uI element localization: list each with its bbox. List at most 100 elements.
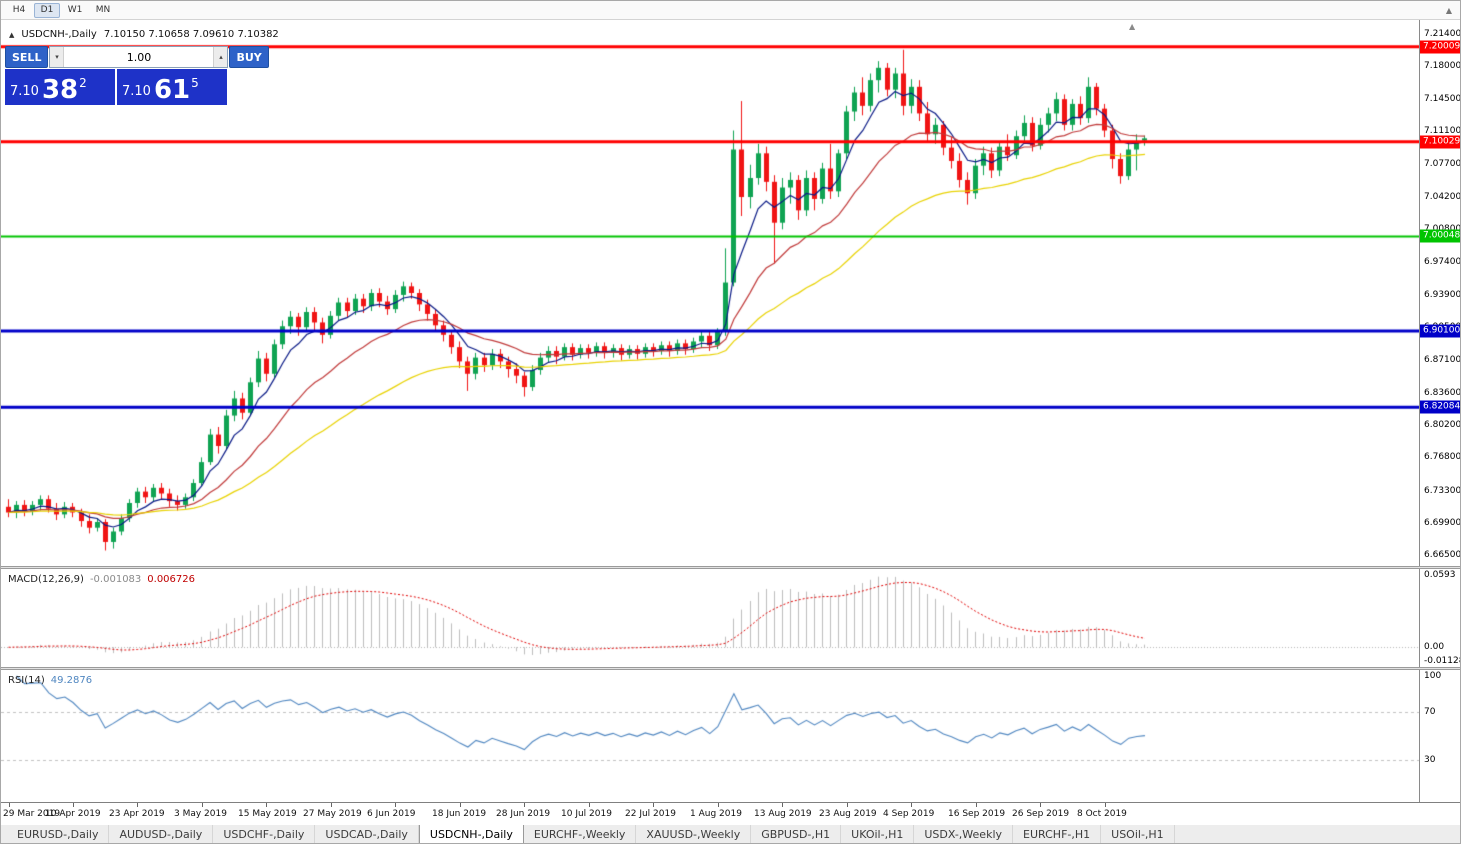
- toolbar-overflow-icon[interactable]: ▲: [1445, 5, 1452, 15]
- volume-control: ▾ ▴: [49, 46, 229, 68]
- price-scale-tick: 7.14500: [1424, 94, 1460, 105]
- timeframe-button-h4[interactable]: H4: [6, 3, 32, 18]
- tab-usdcad-daily[interactable]: USDCAD-,Daily: [315, 825, 419, 843]
- time-axis-label: 8 Oct 2019: [1077, 809, 1127, 819]
- macd-scale-tick: 0.00: [1424, 642, 1445, 653]
- time-axis-label: 4 Sep 2019: [883, 809, 935, 819]
- sell-button[interactable]: SELL: [5, 46, 49, 68]
- sell-price-point: 2: [79, 76, 87, 90]
- timeframe-button-w1[interactable]: W1: [62, 3, 88, 18]
- price-scale-tick: 7.07700: [1424, 158, 1460, 169]
- price-scale-tick: 6.80200: [1424, 420, 1460, 431]
- time-axis-label: 23 Apr 2019: [109, 809, 165, 819]
- price-scale-tick: 6.83600: [1424, 387, 1460, 398]
- macd-panel: 0.0593 0.00 -0.011289 MACD(12,26,9) -0.001…: [1, 569, 1460, 667]
- price-scale-tick: 6.87100: [1424, 354, 1460, 365]
- macd-chart-canvas[interactable]: [1, 569, 1420, 667]
- time-axis-tick: [395, 803, 396, 807]
- price-scale-tick: 6.97400: [1424, 256, 1460, 267]
- tab-xauusd-weekly[interactable]: XAUUSD-,Weekly: [636, 825, 752, 843]
- time-axis-tick: [202, 803, 203, 807]
- price-chart-canvas[interactable]: [1, 20, 1420, 566]
- tab-eurchf-weekly[interactable]: EURCHF-,Weekly: [524, 825, 637, 843]
- one-click-panel-toggle-icon[interactable]: ▲: [9, 30, 15, 39]
- sell-price-base: 7.10: [10, 84, 39, 99]
- price-scale-tick: 7.00800: [1424, 224, 1460, 234]
- timeframe-button-mn[interactable]: MN: [90, 3, 116, 18]
- price-line-badge: 6.90100: [1420, 324, 1460, 338]
- time-axis-tick: [1105, 803, 1106, 807]
- time-axis-label: 10 Jul 2019: [561, 809, 612, 819]
- time-axis-label: 13 Aug 2019: [754, 809, 812, 819]
- price-scale-tick: 7.21400: [1424, 28, 1460, 39]
- buy-price-display[interactable]: 7.10 61 5: [117, 69, 227, 105]
- tab-usdx-weekly[interactable]: USDX-,Weekly: [914, 825, 1014, 843]
- rsi-indicator-label: RSI(14) 49.2876: [8, 675, 92, 686]
- chart-title: ▲ USDCNH-,Daily 7.10150 7.10658 7.09610 …: [9, 29, 279, 40]
- price-scale-tick: 7.04200: [1424, 192, 1460, 203]
- time-axis-label: 16 Sep 2019: [948, 809, 1006, 819]
- tab-gbpusd-h1[interactable]: GBPUSD-,H1: [751, 825, 842, 843]
- time-axis-label: 15 May 2019: [238, 809, 297, 819]
- time-axis-tick: [331, 803, 332, 807]
- volume-input[interactable]: [64, 47, 214, 67]
- buy-button[interactable]: BUY: [229, 46, 269, 68]
- one-click-trading-panel: SELL ▾ ▴ BUY 7.10 38 2 7.10: [5, 46, 269, 105]
- tab-ukoil-h1[interactable]: UKOil-,H1: [841, 825, 915, 843]
- price-line-badge: 7.00048: [1420, 229, 1460, 243]
- time-axis-tick: [589, 803, 590, 807]
- rsi-panel: 100 70 30 RSI(14) 49.2876: [1, 670, 1460, 802]
- chart-window: 7.21400 7.18000 7.14500 7.11100 7.07700 7.042…: [1, 20, 1460, 825]
- timeframe-group: H4 D1 W1 MN: [6, 2, 118, 18]
- rsi-chart-canvas[interactable]: [1, 670, 1420, 802]
- tab-eurchf-h1[interactable]: EURCHF-,H1: [1013, 825, 1102, 843]
- buy-price-pips: 61: [153, 75, 191, 105]
- tab-usoil-h1[interactable]: USOil-,H1: [1101, 825, 1175, 843]
- time-axis-tick: [524, 803, 525, 807]
- time-axis-tick: [976, 803, 977, 807]
- time-axis-tick: [782, 803, 783, 807]
- price-line-badge: 6.82084: [1420, 400, 1460, 414]
- time-axis-label: 26 Sep 2019: [1012, 809, 1070, 819]
- time-axis-label: 27 May 2019: [303, 809, 362, 819]
- chart-symbol-label: USDCNH-,Daily: [21, 29, 97, 40]
- time-axis-label: 1 Aug 2019: [690, 809, 742, 819]
- panel-splitter-rsi[interactable]: [1, 667, 1460, 670]
- sell-price-display[interactable]: 7.10 38 2: [5, 69, 115, 105]
- timeframe-button-d1[interactable]: D1: [34, 2, 60, 18]
- tab-eurusd-daily[interactable]: EURUSD-,Daily: [7, 825, 110, 843]
- price-scale-tick: 7.11100: [1424, 126, 1460, 137]
- sell-price-pips: 38: [41, 75, 79, 105]
- tab-usdchf-daily[interactable]: USDCHF-,Daily: [213, 825, 316, 843]
- time-axis-tick: [911, 803, 912, 807]
- chart-shift-marker-icon: ▲: [1129, 22, 1136, 31]
- chart-ohlc-values: 7.10150 7.10658 7.09610 7.10382: [103, 29, 279, 40]
- time-axis-tick: [718, 803, 719, 807]
- panel-splitter-macd[interactable]: [1, 566, 1460, 569]
- macd-name: MACD(12,26,9): [8, 574, 84, 585]
- time-axis-label: 6 Jun 2019: [367, 809, 416, 819]
- price-scale-tick: 6.66500: [1424, 550, 1460, 561]
- volume-decrease-button[interactable]: ▾: [50, 47, 65, 67]
- tab-usdcnh-daily[interactable]: USDCNH-,Daily: [418, 824, 524, 843]
- time-axis[interactable]: 29 Mar 2019 10 Apr 2019 23 Apr 2019 3 May 2…: [1, 802, 1460, 825]
- price-scale-tick: 6.93900: [1424, 289, 1460, 300]
- volume-increase-button[interactable]: ▴: [213, 47, 228, 67]
- time-axis-tick: [9, 803, 10, 807]
- buy-price-base: 7.10: [122, 84, 151, 99]
- macd-scale[interactable]: 0.0593 0.00 -0.011289: [1419, 569, 1460, 667]
- time-axis-tick: [1040, 803, 1041, 807]
- rsi-scale-tick: 30: [1424, 755, 1436, 765]
- time-axis-label: 22 Jul 2019: [625, 809, 676, 819]
- tab-audusd-daily[interactable]: AUDUSD-,Daily: [109, 825, 214, 843]
- rsi-scale[interactable]: 100 70 30: [1419, 670, 1460, 802]
- macd-signal-value: 0.006726: [147, 574, 195, 585]
- macd-scale-tick: 0.0593: [1424, 570, 1456, 580]
- price-scale-tick: 7.18000: [1424, 60, 1460, 71]
- chart-tab-bar: EURUSD-,Daily AUDUSD-,Daily USDCHF-,Daily U…: [1, 824, 1460, 843]
- rsi-scale-tick: 70: [1424, 707, 1436, 717]
- time-axis-label: 28 Jun 2019: [496, 809, 551, 819]
- price-scale[interactable]: 7.21400 7.18000 7.14500 7.11100 7.07700 7.042…: [1419, 20, 1460, 566]
- time-axis-tick: [73, 803, 74, 807]
